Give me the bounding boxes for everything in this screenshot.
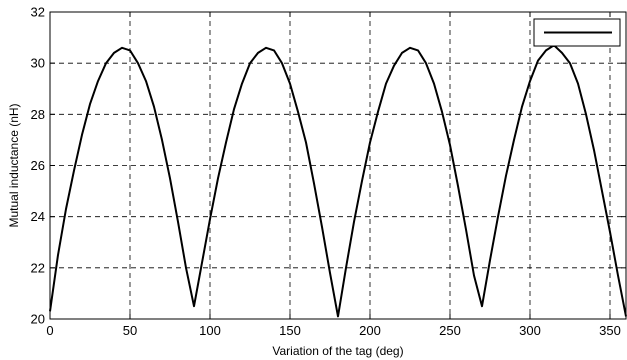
y-tick-label: 22 [31,260,45,275]
x-tick-label: 100 [199,323,221,338]
x-tick-label: 200 [359,323,381,338]
y-tick-label: 26 [31,158,45,173]
y-tick-label: 28 [31,107,45,122]
x-tick-label: 50 [123,323,137,338]
ticks: 0 50 100 150 200 250 300 350 20 22 24 26 28 30 32 [31,5,626,338]
grid [50,12,626,319]
x-tick-label: 0 [46,323,53,338]
y-axis-label: Mutual inductance (nH) [7,103,21,227]
x-tick-label: 300 [519,323,541,338]
x-axis-label: Variation of the tag (deg) [272,344,403,358]
y-tick-label: 30 [31,56,45,71]
x-tick-label: 350 [599,323,621,338]
legend [533,18,621,47]
x-tick-label: 250 [439,323,461,338]
series-line [49,44,627,318]
x-tick-label: 150 [279,323,301,338]
y-tick-label: 32 [31,5,45,20]
y-tick-label: 20 [31,312,45,327]
y-tick-label: 24 [31,209,45,224]
